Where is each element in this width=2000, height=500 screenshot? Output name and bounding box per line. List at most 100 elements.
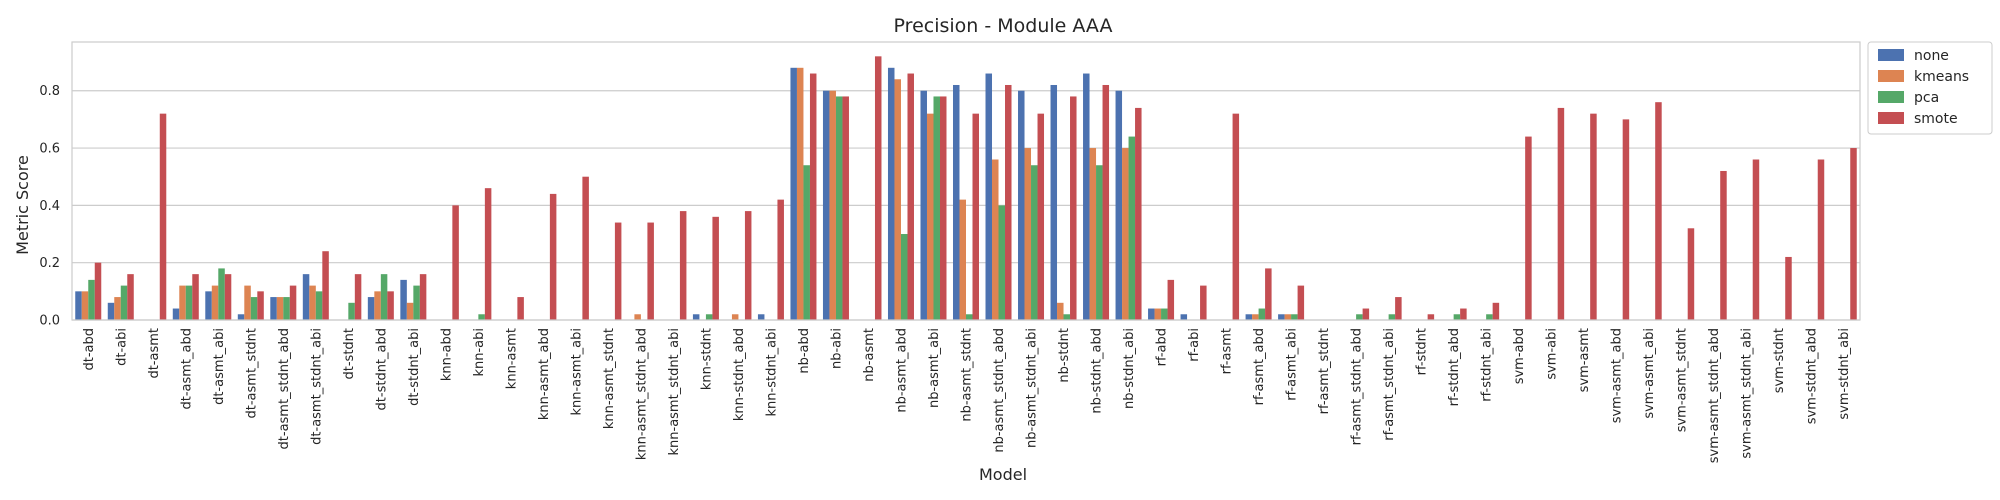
x-tick-label: svm-asmt_stdnt_abi xyxy=(1740,328,1755,459)
x-tick-label: dt-asmt_stdnt xyxy=(244,328,259,419)
bar-pca-nb-asmt_abd xyxy=(900,234,908,320)
bar-smote-knn-stdnt xyxy=(712,216,719,320)
bar-kmeans-knn-asmt_stdnt_abd xyxy=(634,314,641,320)
bar-kmeans-dt-asmt_stdnt xyxy=(244,285,251,320)
x-tick-label: svm-asmt xyxy=(1577,328,1592,392)
x-tick-label: rf-asmt xyxy=(1220,328,1235,374)
bar-none-dt-stdnt_abd xyxy=(367,297,375,320)
x-tick-label: nb-stdnt_abi xyxy=(1122,328,1137,409)
bar-smote-nb-asmt xyxy=(874,56,882,320)
bar-none-dt-abi xyxy=(107,302,115,320)
bar-smote-rf-stdnt xyxy=(1427,314,1435,320)
bar-smote-svm-asmt_stdnt xyxy=(1687,228,1695,320)
x-tick-label: svm-asmt_abd xyxy=(1610,328,1625,423)
x-tick-label: nb-stdnt_abd xyxy=(1090,328,1105,414)
bar-none-nb-asmt_stdnt xyxy=(952,84,960,321)
x-tick-label: svm-asmt_stdnt_abd xyxy=(1707,328,1722,463)
bar-smote-svm-stdnt xyxy=(1785,256,1792,320)
x-tick-label: nb-asmt_abi xyxy=(927,328,942,408)
bar-smote-nb-stdnt_abd xyxy=(1102,84,1110,321)
bar-none-dt-asmt_stdnt_abd xyxy=(270,297,277,320)
bar-pca-dt-asmt_stdnt_abd xyxy=(283,297,290,320)
bar-none-knn-stdnt xyxy=(692,314,700,320)
bar-none-rf-asmt_abd xyxy=(1245,314,1253,320)
x-tick-label: svm-abd xyxy=(1512,328,1527,384)
bar-smote-dt-stdnt_abi xyxy=(419,274,427,320)
plot-area-frame xyxy=(71,41,1861,321)
bar-smote-nb-asmt_stdnt xyxy=(972,113,980,321)
bar-smote-rf-asmt xyxy=(1232,113,1240,321)
bar-smote-knn-stdnt_abd xyxy=(744,211,752,320)
legend-label-smote: smote xyxy=(1914,111,1958,127)
bar-none-nb-asmt_abi xyxy=(920,90,927,320)
legend-label-none: none xyxy=(1914,48,1949,64)
x-tick-label: knn-asmt_stdnt_abi xyxy=(667,328,682,456)
x-tick-label: dt-stdnt_abd xyxy=(374,328,389,410)
x-tick-label: dt-asmt_abd xyxy=(179,328,194,410)
bar-smote-rf-stdnt_abi xyxy=(1492,302,1500,320)
x-tick-label: dt-abd xyxy=(82,328,97,371)
y-axis-ticks: 0.0 0.2 0.4 0.6 0.8 xyxy=(39,84,60,328)
bar-none-nb-abd xyxy=(790,67,797,320)
bars xyxy=(75,56,1857,321)
bar-kmeans-dt-stdnt_abi xyxy=(406,302,414,320)
x-tick-label: rf-abi xyxy=(1187,328,1202,362)
x-tick-label: knn-stdnt xyxy=(699,328,714,390)
legend-box xyxy=(1867,41,1993,135)
bar-kmeans-dt-asmt_stdnt_abd xyxy=(276,297,284,320)
x-tick-label: knn-asmt_stdnt_abd xyxy=(634,328,649,460)
x-tick-label: svm-stdnt_abd xyxy=(1805,328,1820,424)
bar-pca-rf-stdnt_abi xyxy=(1486,314,1493,320)
bar-pca-dt-abi xyxy=(120,285,128,320)
x-tick-label: dt-asmt_stdnt_abd xyxy=(277,328,292,449)
bar-smote-rf-abd xyxy=(1167,279,1175,320)
x-tick-label: rf-abd xyxy=(1155,328,1170,366)
bar-none-rf-abd xyxy=(1148,308,1155,320)
x-tick-label: knn-stdnt_abd xyxy=(732,328,747,421)
x-tick-label: svm-asmt_abi xyxy=(1642,328,1657,419)
bar-kmeans-nb-asmt_stdnt_abi xyxy=(1024,148,1032,320)
bar-smote-rf-asmt_stdnt_abd xyxy=(1362,308,1370,320)
x-tick-label: nb-asmt_stdnt xyxy=(960,328,975,422)
legend-swatch-none xyxy=(1878,49,1904,61)
bar-kmeans-nb-abd xyxy=(796,67,804,320)
bar-pca-nb-stdnt_abi xyxy=(1128,136,1136,320)
bar-pca-nb-asmt_stdnt_abi xyxy=(1031,165,1038,320)
bar-smote-dt-asmt_abi xyxy=(224,274,232,320)
bar-smote-knn-asmt_stdnt xyxy=(614,222,622,320)
x-tick-label: nb-abd xyxy=(797,328,812,374)
bar-smote-dt-asmt_abd xyxy=(192,274,199,320)
bar-smote-nb-abd xyxy=(809,73,817,320)
y-tick-label: 0.8 xyxy=(39,84,60,99)
bar-none-rf-abi xyxy=(1180,314,1188,320)
bar-smote-dt-asmt_stdnt_abd xyxy=(289,285,297,320)
x-tick-label: rf-stdnt xyxy=(1415,328,1430,375)
bar-none-dt-abd xyxy=(75,291,82,320)
bar-kmeans-nb-abi xyxy=(829,90,836,320)
x-tick-label: knn-asmt xyxy=(504,328,519,389)
bar-pca-rf-asmt_abd xyxy=(1258,308,1266,320)
x-tick-label: svm-abi xyxy=(1545,328,1560,380)
bar-kmeans-rf-abd xyxy=(1154,308,1162,320)
bar-kmeans-rf-asmt_abi xyxy=(1284,314,1292,320)
bar-smote-nb-asmt_abd xyxy=(907,73,914,320)
bar-none-nb-abi xyxy=(822,90,830,320)
x-axis-title: Model xyxy=(979,465,1027,484)
y-tick-label: 0.6 xyxy=(39,142,60,157)
bar-pca-nb-stdnt xyxy=(1063,314,1071,320)
bar-pca-rf-asmt_stdnt_abi xyxy=(1388,314,1396,320)
x-tick-label: rf-asmt_stdnt_abd xyxy=(1350,328,1365,445)
x-tick-label: dt-asmt_abi xyxy=(212,328,227,405)
bar-smote-nb-asmt_abi xyxy=(939,96,947,320)
bar-smote-dt-stdnt xyxy=(354,274,362,320)
x-tick-label: svm-stdnt_abi xyxy=(1837,328,1852,420)
bar-smote-svm-asmt xyxy=(1590,113,1597,321)
bar-none-nb-asmt_abd xyxy=(887,67,895,320)
bar-smote-knn-abi xyxy=(484,188,492,320)
legend: none kmeans pca smote xyxy=(1867,41,1993,135)
legend-swatch-smote xyxy=(1878,112,1904,124)
bar-smote-nb-stdnt xyxy=(1070,96,1077,320)
bar-pca-nb-abi xyxy=(835,96,843,320)
x-tick-label: svm-stdnt xyxy=(1772,328,1787,393)
